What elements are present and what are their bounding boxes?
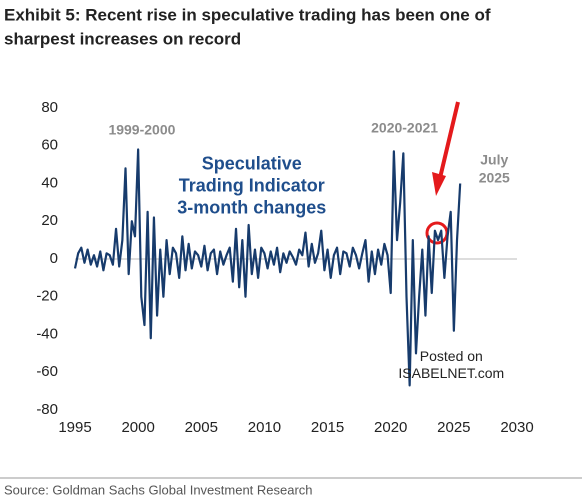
y-tick-label: 40 — [41, 174, 58, 191]
annotation: ISABELNET.com — [398, 365, 504, 381]
y-tick-label: -20 — [36, 288, 58, 305]
x-tick-label: 2015 — [311, 419, 344, 436]
y-tick-label: 0 — [50, 250, 58, 267]
y-tick-label: 20 — [41, 212, 58, 229]
annotation: July — [480, 152, 508, 168]
chart-title: sharpest increases on record — [4, 29, 241, 48]
y-tick-label: 60 — [41, 137, 58, 154]
y-tick-label: -40 — [36, 325, 58, 342]
x-tick-label: 2010 — [248, 419, 281, 436]
x-tick-label: 2005 — [185, 419, 218, 436]
annotation: 1999-2000 — [108, 121, 175, 137]
annotation: 2020-2021 — [371, 119, 438, 135]
source: Source: Goldman Sachs Global Investment … — [4, 482, 313, 497]
x-tick-label: 2000 — [121, 419, 154, 436]
annotation: Speculative — [202, 153, 302, 173]
chart-title: Exhibit 5: Recent rise in speculative tr… — [4, 5, 491, 24]
arrow-head — [432, 172, 446, 196]
x-tick-label: 2030 — [500, 419, 533, 436]
y-tick-label: 80 — [41, 99, 58, 116]
y-tick-label: -60 — [36, 363, 58, 380]
x-tick-label: 2025 — [437, 419, 470, 436]
y-tick-label: -80 — [36, 401, 58, 418]
annotation: 3-month changes — [177, 197, 326, 217]
arrow — [438, 101, 460, 179]
x-tick-label: 2020 — [374, 419, 407, 436]
series-line — [73, 148, 462, 387]
x-tick-label: 1995 — [58, 419, 91, 436]
annotation: Trading Indicator — [179, 175, 325, 195]
annotation: 2025 — [479, 170, 510, 186]
annotation: Posted on — [420, 348, 483, 364]
